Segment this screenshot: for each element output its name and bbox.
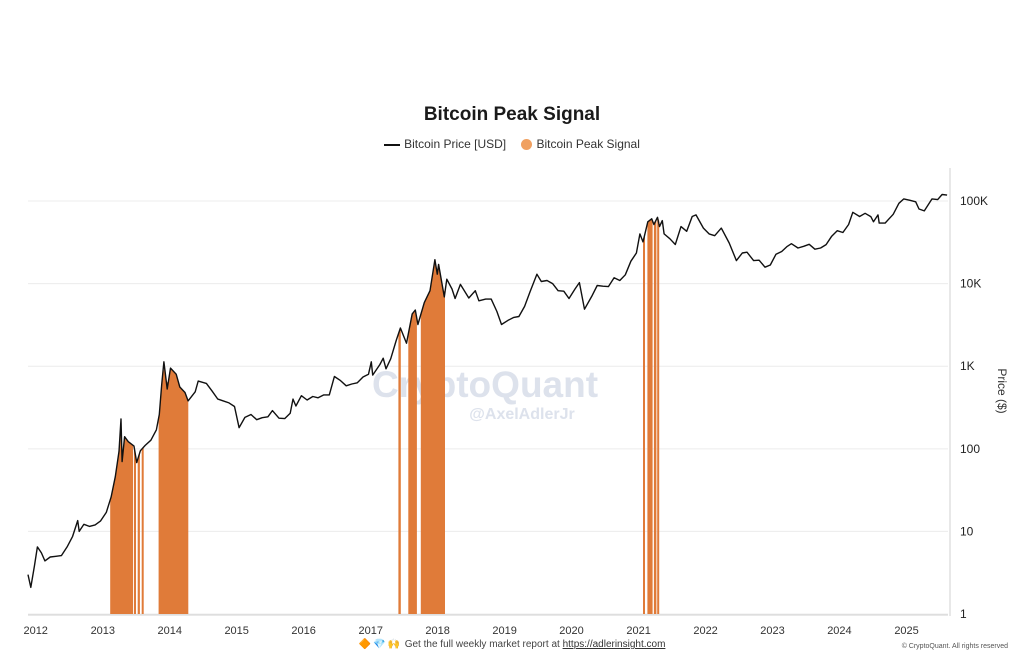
watermark-logo: CryptoQuant: [372, 364, 598, 405]
legend-label-signal: Bitcoin Peak Signal: [536, 136, 640, 151]
peak-signal-bar: [657, 218, 660, 614]
peak-signal-bars: [110, 218, 660, 614]
peak-signal-bar: [141, 447, 144, 614]
x-tick-label: 2022: [693, 625, 717, 637]
y-axis-label: Price ($): [995, 368, 1009, 413]
footer: 🔶💎🙌 Get the full weekly market report at…: [0, 639, 1024, 650]
legend-label-price: Bitcoin Price [USD]: [404, 136, 507, 151]
chart-title: Bitcoin Peak Signal: [423, 104, 601, 125]
peak-signal-bar: [643, 235, 645, 614]
copyright-notice: © CryptoQuant. All rights reserved: [901, 643, 1008, 650]
peak-signal-bar: [647, 219, 653, 614]
x-tick-label: 2012: [23, 625, 47, 637]
y-tick-label: 10: [960, 524, 974, 538]
footer-link[interactable]: https://adlerinsight.com: [562, 639, 666, 650]
legend-item-price[interactable]: Bitcoin Price [USD]: [384, 137, 506, 151]
legend: Bitcoin Price [USD] Bitcoin Peak Signal: [0, 136, 1024, 151]
legend-item-signal[interactable]: Bitcoin Peak Signal: [521, 136, 640, 151]
x-tick-label: 2023: [760, 625, 784, 637]
x-tick-label: 2016: [291, 625, 315, 637]
axes: 1 10 100 1K 10K 100K 2012 2013 2014 2015 2016 2017 2…: [23, 168, 988, 637]
y-tick-label: 1K: [960, 359, 975, 373]
x-tick-label: 2019: [492, 625, 516, 637]
footer-text: Get the full weekly market report at: [404, 639, 560, 650]
peak-signal-bar: [398, 328, 401, 614]
x-tick-label: 2017: [358, 625, 382, 637]
x-tick-label: 2013: [91, 625, 115, 637]
peak-signal-bar: [420, 259, 445, 614]
signal-dot-swatch: [521, 139, 533, 151]
watermark-handle: @AxelAdlerJr: [469, 406, 574, 423]
x-tick-label: 2015: [224, 625, 248, 637]
x-tick-label: 2025: [894, 625, 918, 637]
watermark: CryptoQuant @AxelAdlerJr: [372, 364, 598, 423]
peak-signal-bar: [653, 219, 657, 614]
price-line-swatch: [384, 143, 401, 146]
peak-signal-bar: [158, 366, 189, 614]
y-tick-label: 1: [960, 607, 967, 621]
footer-emoji-icons: 🔶💎🙌: [358, 639, 402, 650]
price-series: [27, 193, 948, 589]
x-tick-label: 2020: [559, 625, 583, 637]
x-tick-label: 2014: [158, 625, 182, 637]
grid-lines: [28, 200, 948, 615]
peak-signal-bar: [137, 452, 140, 614]
y-tick-label: 100K: [960, 194, 988, 208]
y-tick-label: 10K: [960, 277, 981, 291]
y-tick-label: 100: [960, 442, 980, 456]
peak-signal-bar: [408, 310, 417, 614]
x-tick-label: 2018: [425, 625, 449, 637]
x-tick-label: 2021: [626, 625, 650, 637]
peak-signal-bar: [134, 446, 136, 614]
price-line: [27, 193, 948, 589]
x-tick-label: 2024: [827, 625, 851, 637]
